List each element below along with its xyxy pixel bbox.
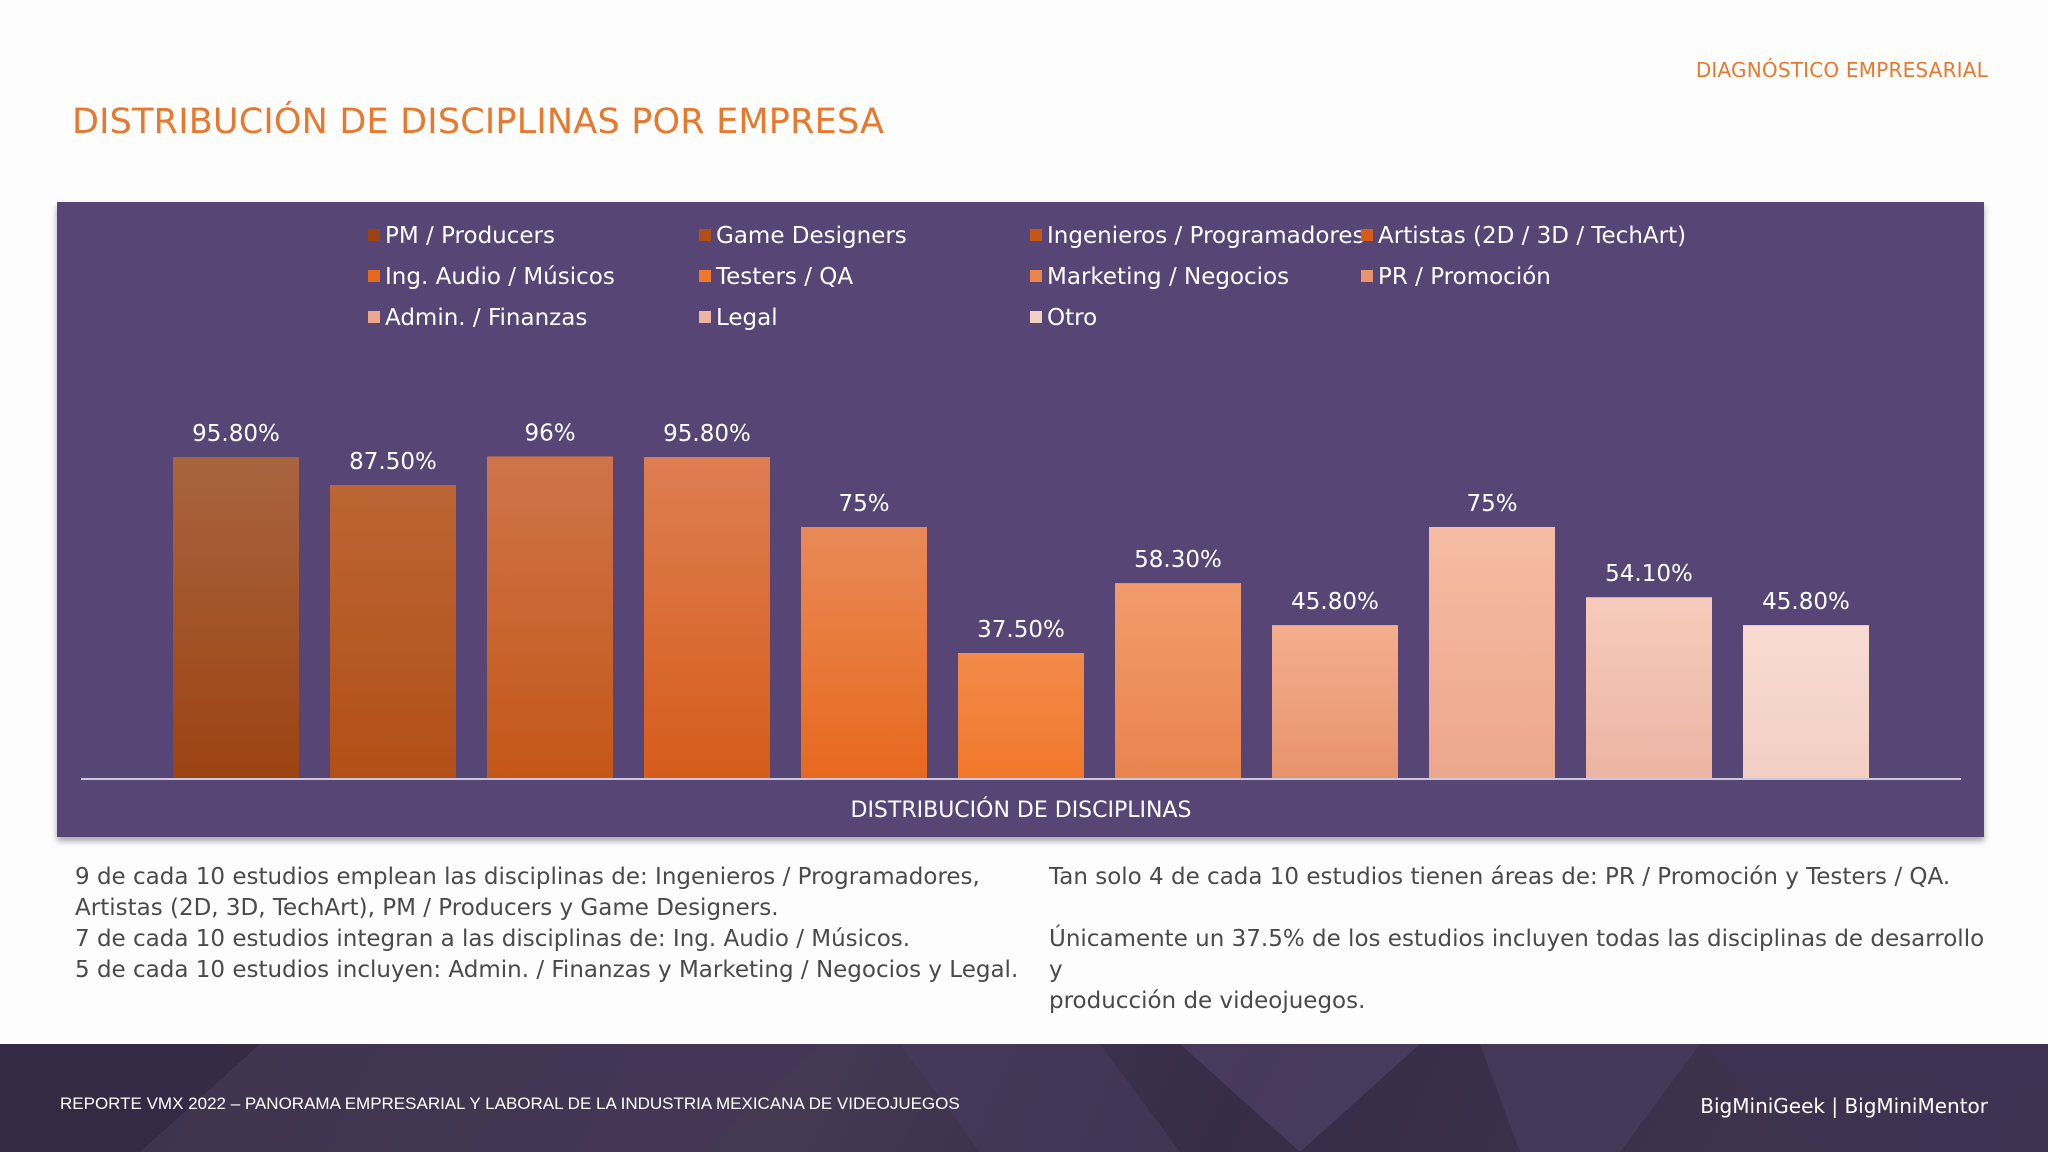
legend-swatch [368,229,380,241]
footer: REPORTE VMX 2022 – PANORAMA EMPRESARIAL … [0,1044,2048,1152]
note-line: Tan solo 4 de cada 10 estudios tienen ár… [1049,864,1951,890]
legend-swatch [1361,229,1373,241]
bar-4 [801,527,927,779]
note-line: Únicamente un 37.5% de los estudios incl… [1049,926,1985,983]
bar-6 [1115,583,1241,779]
chart-panel: PM / Producers Game Designers Ingenieros /… [57,202,1984,837]
bar-1 [330,485,456,779]
legend-label: Game Designers [716,223,907,249]
bar-3 [644,457,770,779]
legend-swatch [1030,311,1042,323]
notes-left: 9 de cada 10 estudios emplean las discip… [75,862,1035,986]
footer-pattern [0,1044,2048,1152]
bar-0 [173,457,299,779]
bar-7 [1272,625,1398,779]
legend-label: Artistas (2D / 3D / TechArt) [1378,223,1686,249]
data-label: 95.80% [663,421,751,447]
note-line: 5 de cada 10 estudios incluyen: Admin. /… [75,957,1019,983]
bars [173,456,1869,779]
note-line: producción de videojuegos. [1049,988,1366,1014]
legend-label: Ing. Audio / Músicos [385,264,615,290]
note-line: 9 de cada 10 estudios emplean las discip… [75,864,980,890]
legend-swatch [1361,270,1373,282]
bar-5 [958,653,1084,779]
legend-label: Marketing / Negocios [1047,264,1289,290]
legend-swatch [699,311,711,323]
legend-label: PR / Promoción [1378,264,1551,290]
section-tag: DIAGNÓSTICO EMPRESARIAL [1695,58,1988,82]
legend-label: PM / Producers [385,223,555,249]
bar-9 [1586,597,1712,779]
legend-label: Legal [716,305,778,331]
legend-label: Testers / QA [715,264,853,290]
data-label: 54.10% [1605,561,1693,587]
data-labels: 95.80% 87.50% 96% 95.80% 75% 37.50% 58.30% 45.8… [192,420,1850,643]
legend-swatch [368,311,380,323]
notes-right: Tan solo 4 de cada 10 estudios tienen ár… [1049,862,1989,1017]
legend-swatch [699,229,711,241]
note-line: 7 de cada 10 estudios integran a las dis… [75,926,911,952]
data-label: 75% [1466,491,1517,517]
legend-swatch [699,270,711,282]
legend-swatch [1030,229,1042,241]
x-axis-title: DISTRIBUCIÓN DE DISCIPLINAS [851,797,1192,823]
chart-legend: PM / Producers Game Designers Ingenieros /… [368,223,1686,331]
data-label: 95.80% [192,421,280,447]
legend-swatch [368,270,380,282]
legend-label: Ingenieros / Programadores [1047,223,1365,249]
page-title: DISTRIBUCIÓN DE DISCIPLINAS POR EMPRESA [72,102,885,142]
legend-label: Admin. / Finanzas [385,305,587,331]
data-label: 58.30% [1134,547,1222,573]
data-label: 45.80% [1762,589,1850,615]
footer-report-title: REPORTE VMX 2022 – PANORAMA EMPRESARIAL … [60,1094,960,1113]
data-label: 87.50% [349,449,437,475]
data-label: 37.50% [977,617,1065,643]
note-line: Artistas (2D, 3D, TechArt), PM / Produce… [75,895,779,921]
data-label: 96% [524,420,575,446]
bar-2 [487,456,613,779]
legend-swatch [1030,270,1042,282]
bar-8 [1429,527,1555,779]
data-label: 45.80% [1291,589,1379,615]
bar-chart: PM / Producers Game Designers Ingenieros /… [81,223,1961,823]
data-label: 75% [838,491,889,517]
footer-brands: BigMiniGeek | BigMiniMentor [1700,1094,1988,1118]
legend-label: Otro [1047,305,1097,331]
bar-10 [1743,625,1869,779]
